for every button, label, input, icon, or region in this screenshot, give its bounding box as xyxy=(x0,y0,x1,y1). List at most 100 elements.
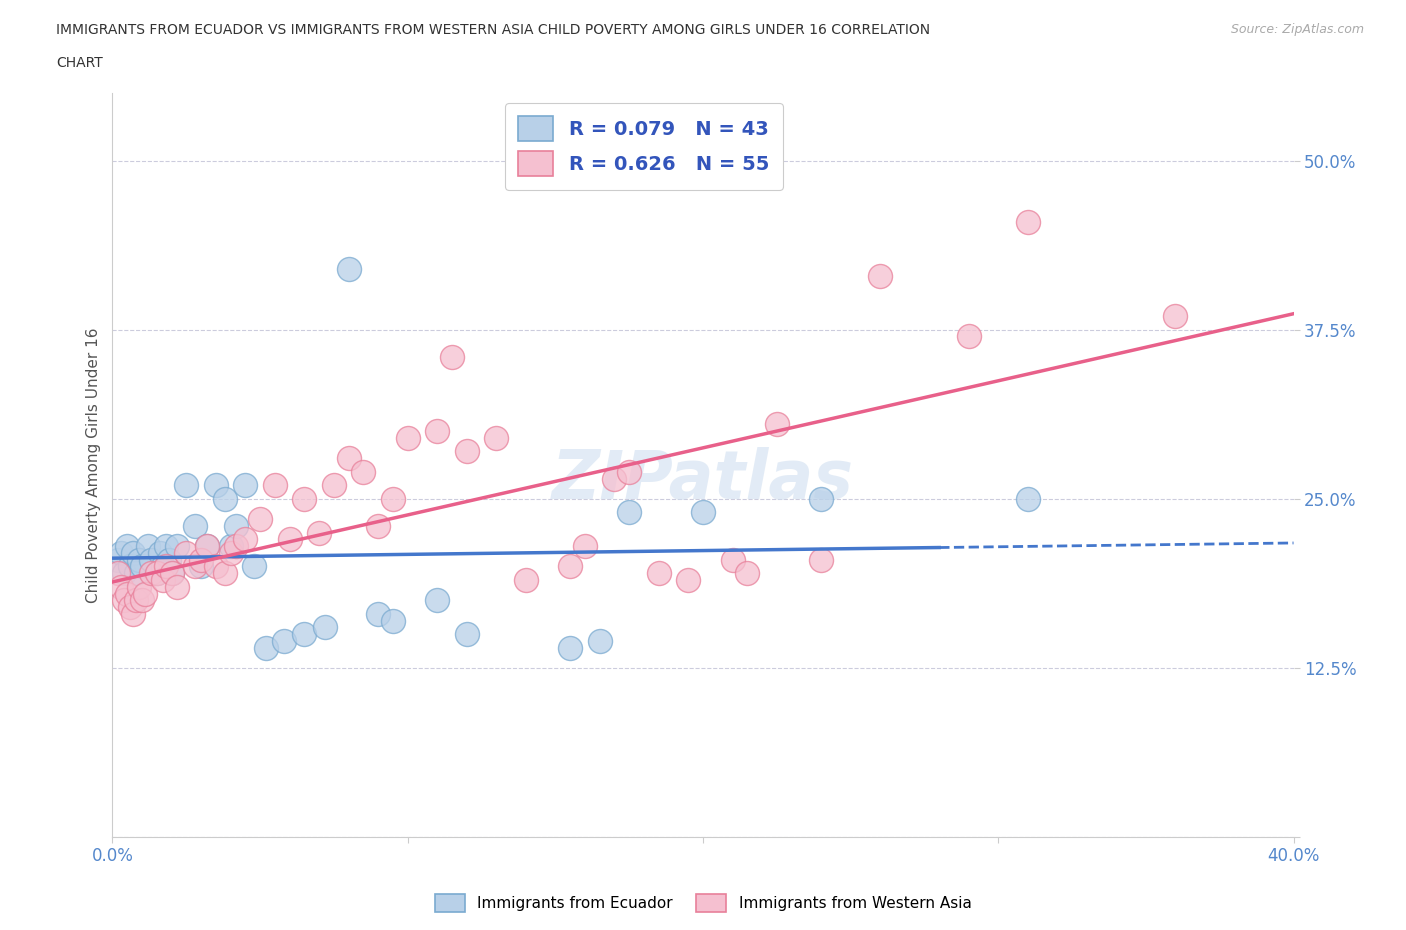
Point xyxy=(128,552,150,567)
Text: ZIPatlas: ZIPatlas xyxy=(553,447,853,512)
Point xyxy=(254,640,277,655)
Point xyxy=(174,546,197,561)
Point xyxy=(337,451,360,466)
Point xyxy=(243,559,266,574)
Point xyxy=(441,350,464,365)
Point xyxy=(515,573,537,588)
Point xyxy=(1017,491,1039,506)
Point xyxy=(292,627,315,642)
Point xyxy=(214,565,236,580)
Point xyxy=(367,518,389,533)
Point xyxy=(146,565,169,580)
Point xyxy=(205,478,228,493)
Point xyxy=(485,431,508,445)
Point xyxy=(1017,214,1039,229)
Point xyxy=(264,478,287,493)
Point xyxy=(692,505,714,520)
Legend: Immigrants from Ecuador, Immigrants from Western Asia: Immigrants from Ecuador, Immigrants from… xyxy=(429,888,977,918)
Point xyxy=(117,538,138,553)
Point xyxy=(214,491,236,506)
Point xyxy=(721,552,744,567)
Point xyxy=(125,565,148,580)
Point xyxy=(122,606,145,621)
Point xyxy=(1164,309,1187,324)
Point xyxy=(174,478,197,493)
Point xyxy=(588,633,610,648)
Point xyxy=(157,552,180,567)
Point xyxy=(456,627,478,642)
Point xyxy=(278,532,301,547)
Point xyxy=(810,552,832,567)
Point xyxy=(382,491,405,506)
Point xyxy=(152,573,174,588)
Point xyxy=(737,565,759,580)
Point xyxy=(120,600,142,615)
Point xyxy=(195,538,218,553)
Point xyxy=(205,559,228,574)
Point xyxy=(134,586,156,601)
Point xyxy=(766,417,789,432)
Point xyxy=(128,579,150,594)
Point xyxy=(219,538,242,553)
Point xyxy=(367,606,389,621)
Point xyxy=(166,538,188,553)
Point xyxy=(112,565,135,580)
Text: Source: ZipAtlas.com: Source: ZipAtlas.com xyxy=(1230,23,1364,36)
Point xyxy=(249,512,271,526)
Point xyxy=(323,478,346,493)
Point xyxy=(131,592,153,607)
Point xyxy=(273,633,295,648)
Text: IMMIGRANTS FROM ECUADOR VS IMMIGRANTS FROM WESTERN ASIA CHILD POVERTY AMONG GIRL: IMMIGRANTS FROM ECUADOR VS IMMIGRANTS FR… xyxy=(56,23,931,37)
Point xyxy=(574,538,596,553)
Point xyxy=(184,518,207,533)
Point xyxy=(152,559,174,574)
Point xyxy=(647,565,671,580)
Point xyxy=(603,472,626,486)
Point xyxy=(869,268,891,283)
Point xyxy=(107,552,129,567)
Point xyxy=(233,532,256,547)
Point xyxy=(396,431,419,445)
Point xyxy=(957,329,980,344)
Point xyxy=(219,546,242,561)
Point xyxy=(225,538,247,553)
Text: CHART: CHART xyxy=(56,56,103,70)
Point xyxy=(117,586,138,601)
Point xyxy=(337,261,360,276)
Point xyxy=(426,424,449,439)
Point xyxy=(190,552,212,567)
Point xyxy=(120,559,142,574)
Point xyxy=(195,538,218,553)
Point xyxy=(308,525,330,540)
Point xyxy=(160,565,183,580)
Point xyxy=(225,518,247,533)
Point xyxy=(314,620,336,635)
Point xyxy=(456,444,478,458)
Point xyxy=(112,592,135,607)
Point xyxy=(619,464,641,479)
Point xyxy=(558,640,582,655)
Point xyxy=(292,491,315,506)
Point xyxy=(382,613,405,628)
Point xyxy=(122,546,145,561)
Point xyxy=(110,579,132,594)
Point xyxy=(139,552,162,567)
Point xyxy=(160,565,183,580)
Point xyxy=(352,464,374,479)
Point xyxy=(155,538,177,553)
Point xyxy=(619,505,641,520)
Point xyxy=(107,565,129,580)
Point xyxy=(155,559,177,574)
Point xyxy=(149,546,172,561)
Point xyxy=(810,491,832,506)
Point xyxy=(184,559,207,574)
Point xyxy=(426,592,449,607)
Point xyxy=(146,565,169,580)
Point xyxy=(558,559,582,574)
Point xyxy=(131,559,153,574)
Y-axis label: Child Poverty Among Girls Under 16: Child Poverty Among Girls Under 16 xyxy=(86,327,101,603)
Point xyxy=(139,565,162,580)
Point xyxy=(136,538,159,553)
Point xyxy=(678,573,700,588)
Point xyxy=(190,559,212,574)
